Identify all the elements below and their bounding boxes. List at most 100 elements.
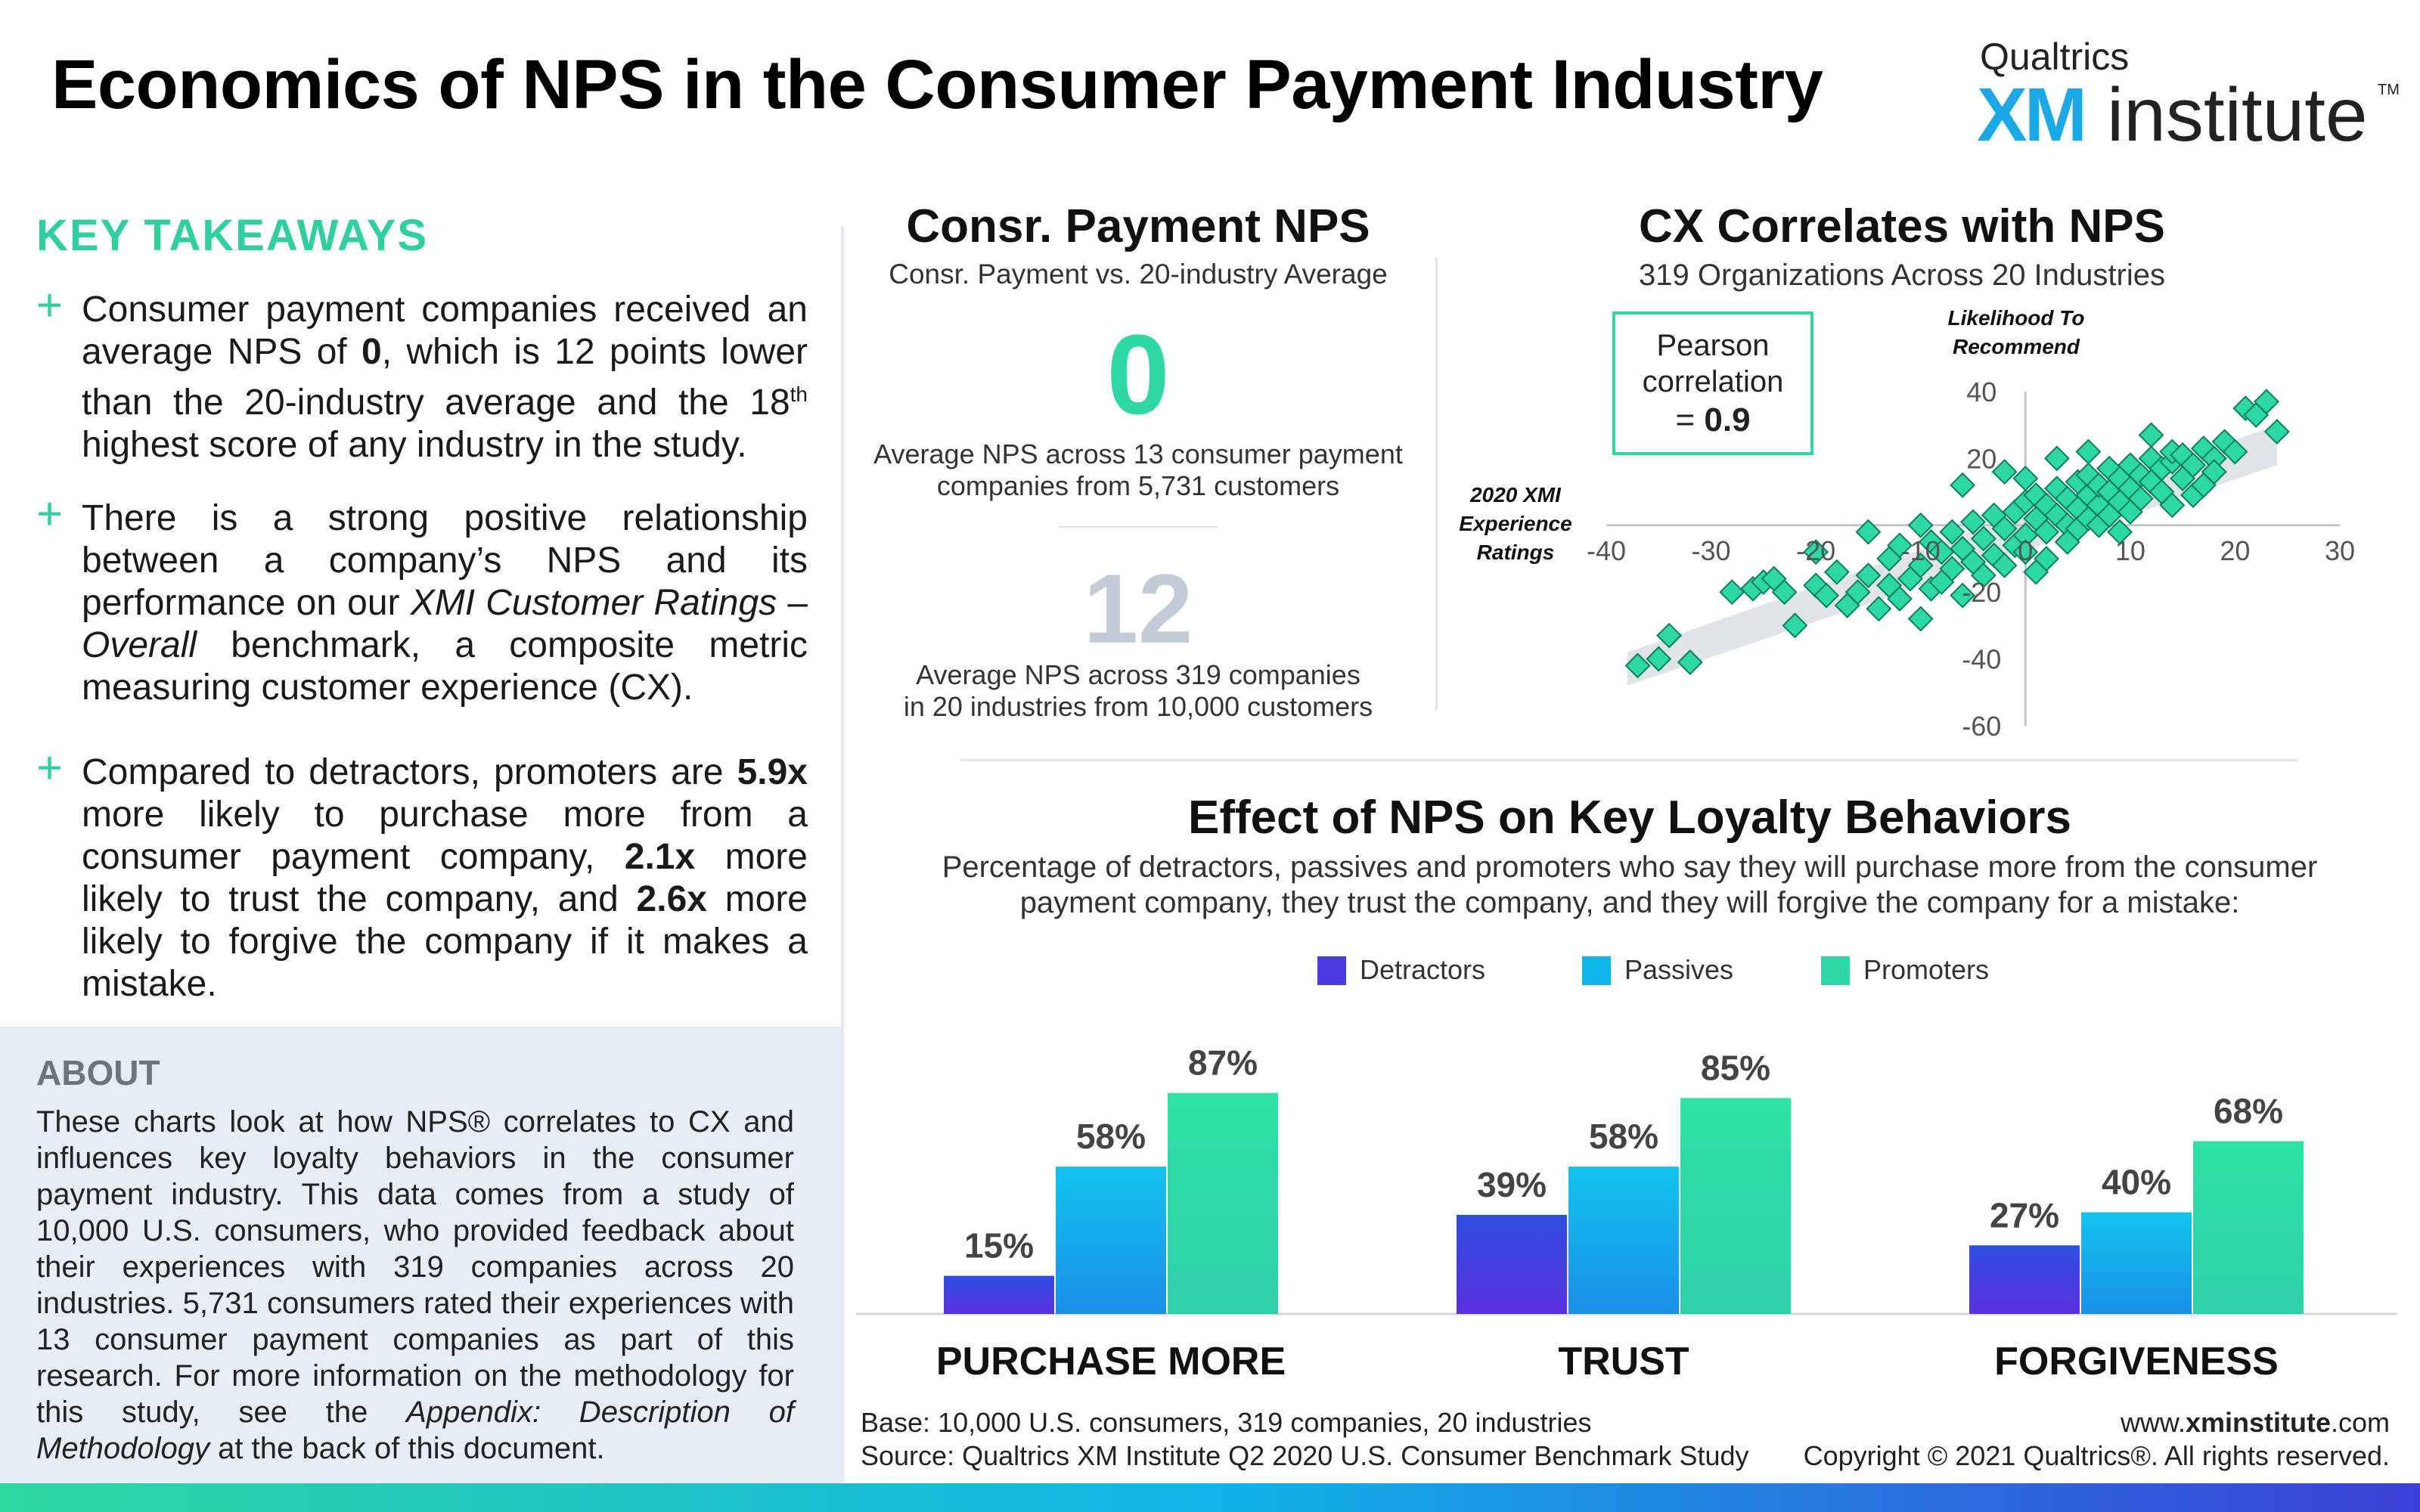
scatter-point <box>1646 646 1672 672</box>
footer-base: Base: 10,000 U.S. consumers, 319 compani… <box>861 1407 1592 1438</box>
qualtrics-xm-institute-logo: Qualtrics XM institute TM <box>1977 29 2400 157</box>
bar-promoters <box>1168 1092 1278 1314</box>
pearson-box <box>1612 311 1813 455</box>
key-takeaways-title: KEY TAKEAWAYS <box>36 211 429 260</box>
x-axis-label: 2020 XMI <box>1469 483 1562 507</box>
y-tick-label: -20 <box>1962 577 2001 608</box>
bar-detractors <box>1969 1245 2080 1314</box>
scatter-point <box>1624 652 1651 679</box>
scatter-title: CX Correlates with NPS <box>1639 200 2165 253</box>
scatter-point <box>2138 422 2164 448</box>
logo-company: Qualtrics <box>1980 36 2130 78</box>
page-title: Economics of NPS in the Consumer Payment… <box>51 46 1823 123</box>
scatter-point <box>1656 622 1683 649</box>
legend-swatch <box>1582 956 1611 985</box>
bar-passives <box>2081 1212 2192 1314</box>
loyalty-title: Effect of NPS on Key Loyalty Behaviors <box>1188 792 2071 844</box>
plus-icon: + <box>36 488 64 539</box>
category-label: PURCHASE MORE <box>936 1340 1286 1383</box>
scatter-point <box>2159 492 2186 519</box>
bar-value-label: 27% <box>1990 1195 2059 1235</box>
scatter-point <box>1960 509 1986 535</box>
bottom-gradient-bar <box>0 1483 2420 1512</box>
scatter-point <box>2023 559 2049 585</box>
scatter-points <box>1624 389 2290 679</box>
y-tick-label: 40 <box>1966 376 1996 407</box>
bar-promoters <box>2193 1141 2304 1314</box>
takeaway-bullet: + Consumer payment companies received an… <box>36 283 808 466</box>
scatter-point <box>1907 512 1934 538</box>
bar-value-label: 15% <box>964 1226 1034 1266</box>
scatter-point <box>1991 459 2018 485</box>
industry-nps-value: 0 <box>1106 311 1170 438</box>
bar-value-label: 40% <box>2102 1163 2171 1202</box>
scatter-point <box>1907 552 1934 578</box>
category-label: TRUST <box>1558 1340 1689 1383</box>
x-tick-label: 10 <box>2115 535 2145 566</box>
legend-swatch <box>1317 956 1346 985</box>
scatter-point <box>2254 389 2279 415</box>
scatter-point <box>2075 438 2102 465</box>
industry-nps-description: Average NPS across 13 consumer payment c… <box>873 438 1403 501</box>
x-tick-label: -20 <box>1796 535 1835 566</box>
scatter-point <box>1803 539 1829 565</box>
bar-detractors <box>944 1275 1054 1314</box>
scatter-point <box>1950 472 1976 498</box>
scatter-point <box>2263 419 2290 445</box>
takeaway-text: Consumer payment companies received an a… <box>82 290 808 465</box>
x-tick-label: -30 <box>1692 535 1731 566</box>
scatter-point <box>1887 586 1913 612</box>
bar-passives <box>1568 1167 1679 1314</box>
logo-trademark: TM <box>2378 82 2400 98</box>
y-tick-label: 20 <box>1966 443 1996 474</box>
nps-panel-title: Consr. Payment NPS <box>906 200 1370 253</box>
scatter-point <box>2201 445 2227 472</box>
x-tick-label: -10 <box>1901 535 1941 566</box>
about-title: ABOUT <box>36 1053 160 1092</box>
footer-copyright: Copyright © 2021 Qualtrics®. All rights … <box>1803 1440 2390 1471</box>
loyalty-bar-chart: 15% 58% 87% PURCHASE MORE 39% 58% 85% TRUST 27% 4… <box>856 1043 2397 1383</box>
scatter-point <box>1970 562 1996 589</box>
about-text: These charts look at how NPS® correlates… <box>36 1105 795 1465</box>
x-axis-label: Experience <box>1459 512 1571 535</box>
bar-value-label: 87% <box>1188 1043 1258 1083</box>
about-box: ABOUT These charts look at how NPS® corr… <box>0 1027 841 1483</box>
x-tick-label: -40 <box>1587 535 1626 566</box>
scatter-point <box>1782 612 1808 639</box>
pearson-label: Pearson <box>1657 329 1770 362</box>
category-label: FORGIVENESS <box>1994 1340 2279 1383</box>
y-tick-label: -40 <box>1962 644 2001 675</box>
x-tick-label: 30 <box>2325 535 2355 566</box>
takeaway-bullet: + There is a strong positive relationshi… <box>36 491 808 709</box>
scatter-point <box>1866 596 1892 622</box>
takeaway-text: There is a strong positive relationship … <box>82 498 808 708</box>
plus-icon: + <box>36 280 64 330</box>
scatter-point <box>1855 519 1882 545</box>
scatter-point <box>1813 582 1839 609</box>
panel-divider <box>1435 257 1438 711</box>
legend-swatch <box>1821 956 1850 985</box>
footer-source: Source: Qualtrics XM Institute Q2 2020 U… <box>861 1440 1749 1471</box>
scatter-point <box>2190 472 2217 498</box>
pearson-label: correlation <box>1643 365 1784 398</box>
y-axis-label: Recommend <box>1953 335 2080 358</box>
scatter-chart: -40 -30 -20 -10 0 10 20 30 -60 -40 -20 20 40 Likeliho… <box>1459 306 2355 742</box>
average-nps-description: Average NPS across 319 companies in 20 i… <box>903 659 1373 722</box>
scatter-point <box>2222 438 2248 465</box>
bar-value-label: 85% <box>1701 1048 1770 1087</box>
bar-value-label: 68% <box>2214 1092 2283 1131</box>
scatter-point <box>1907 606 1934 632</box>
x-tick-label: 0 <box>2018 535 2033 566</box>
scatter-point <box>1719 579 1745 606</box>
scatter-point <box>2127 485 2154 512</box>
footer-url[interactable]: www.xminstitute.com <box>2120 1407 2390 1438</box>
column-divider <box>841 227 844 1482</box>
bar-detractors <box>1457 1214 1567 1314</box>
nps-panel-subtitle: Consr. Payment vs. 20-industry Average <box>889 259 1388 290</box>
average-nps-value: 12 <box>1083 553 1193 664</box>
scatter-point <box>2012 522 2039 549</box>
bar-value-label: 58% <box>1589 1117 1658 1156</box>
takeaway-bullet: + Compared to detractors, promoters are … <box>36 745 808 1005</box>
logo-xm: XM <box>1977 73 2087 157</box>
scatter-point <box>1887 532 1913 559</box>
